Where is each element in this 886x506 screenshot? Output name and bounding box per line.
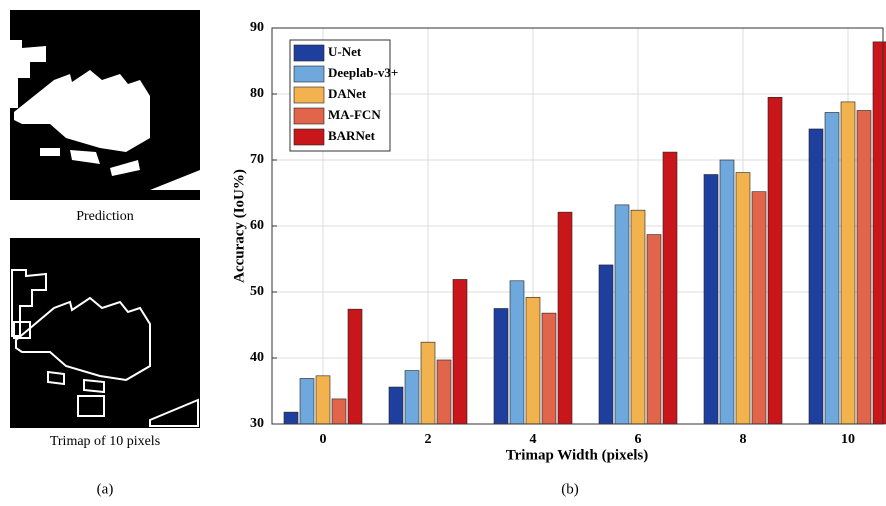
- bar: [493, 308, 509, 425]
- bar: [509, 280, 525, 425]
- x-tick-label: 6: [635, 432, 642, 447]
- y-tick-label: 40: [250, 350, 264, 365]
- legend-swatch: [293, 128, 325, 146]
- x-tick-label: 2: [425, 432, 432, 447]
- legend-label: BARNet: [328, 128, 376, 143]
- bar: [420, 341, 436, 425]
- bar: [808, 128, 824, 425]
- bar: [598, 264, 614, 425]
- bar: [614, 204, 630, 425]
- bar: [662, 151, 678, 425]
- bar: [404, 370, 420, 425]
- legend-swatch: [293, 44, 325, 62]
- y-tick-label: 80: [250, 86, 264, 101]
- axes-box: [271, 27, 884, 425]
- bar: [767, 97, 783, 425]
- y-tick-label: 90: [250, 20, 264, 35]
- bar: [703, 174, 719, 425]
- caption: Trimap of 10 pixels: [50, 434, 160, 449]
- legend-swatch: [293, 107, 325, 125]
- bar: [299, 378, 315, 425]
- bar: [283, 411, 299, 425]
- x-tick-label: 4: [530, 432, 537, 447]
- x-tick-label: 8: [740, 432, 747, 447]
- bar: [436, 359, 452, 425]
- bar: [347, 308, 363, 425]
- bar: [541, 312, 557, 425]
- bar: [719, 159, 735, 425]
- y-tick-label: 60: [250, 218, 264, 233]
- y-tick-label: 30: [250, 416, 264, 431]
- legend-swatch: [293, 86, 325, 104]
- y-axis-label: Accuracy (IoU%): [231, 169, 247, 283]
- x-tick-label: 0: [320, 432, 327, 447]
- legend-label: DANet: [328, 86, 367, 101]
- panel-label: (a): [97, 481, 114, 497]
- x-tick-label: 10: [841, 432, 855, 447]
- bar: [856, 110, 872, 425]
- bar: [525, 296, 541, 425]
- panel-label: (b): [561, 481, 579, 497]
- bar: [646, 234, 662, 425]
- legend-label: Deeplab-v3+: [328, 65, 398, 80]
- bar: [388, 386, 404, 425]
- y-tick-label: 50: [250, 284, 264, 299]
- caption: Prediction: [76, 209, 134, 224]
- bar: [557, 211, 573, 425]
- bar: [452, 279, 468, 425]
- bar: [872, 41, 886, 425]
- legend-label: MA-FCN: [328, 107, 381, 122]
- bar: [315, 375, 331, 425]
- bar: [630, 209, 646, 425]
- bar: [735, 172, 751, 425]
- x-axis-label: Trimap Width (pixels): [506, 447, 649, 463]
- bar: [751, 191, 767, 425]
- prediction-image: [10, 10, 200, 200]
- legend-label: U-Net: [328, 44, 362, 59]
- bar: [824, 112, 840, 425]
- legend: U-Net Deeplab-v3+ DANet MA-FCN BARNet: [289, 39, 398, 152]
- bar: [840, 101, 856, 425]
- y-tick-label: 70: [250, 152, 264, 167]
- trimap-image: [10, 238, 200, 428]
- bar: [331, 398, 347, 425]
- legend-swatch: [293, 65, 325, 83]
